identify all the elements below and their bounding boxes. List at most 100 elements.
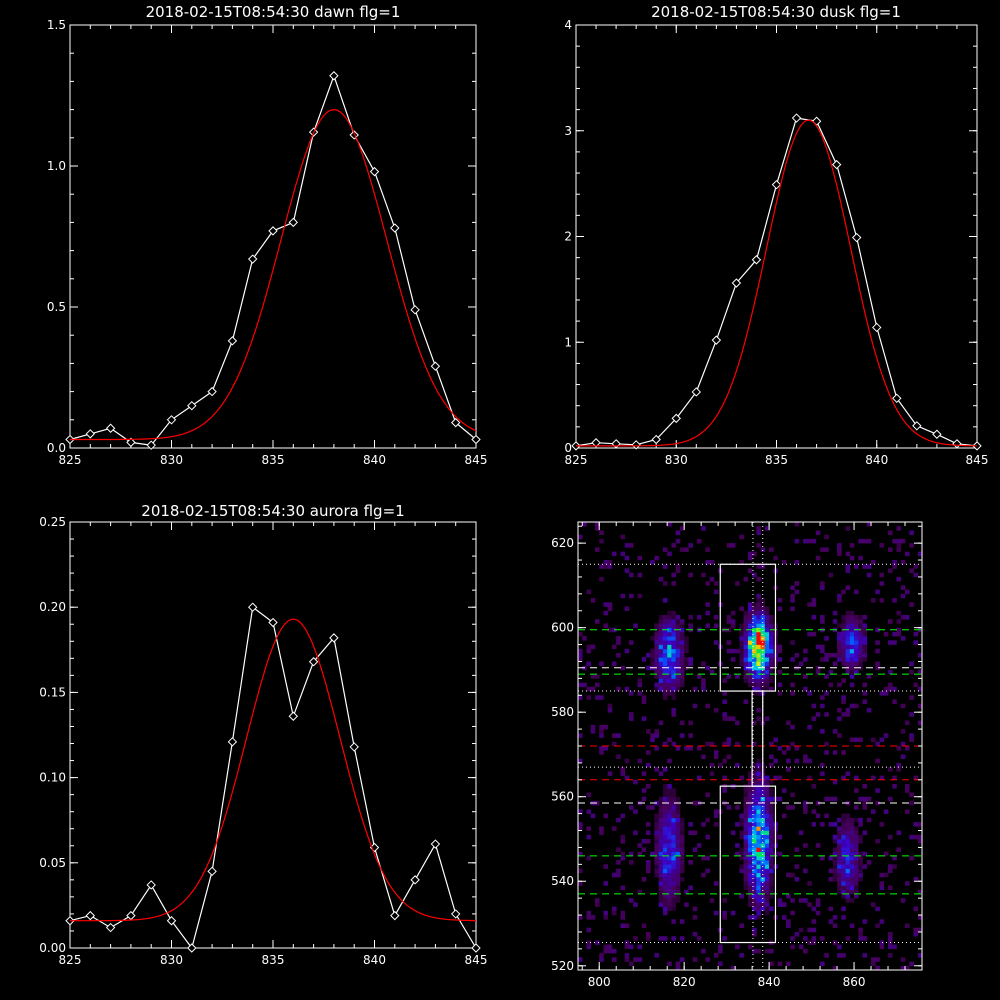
- heatmap-cell: [854, 885, 859, 891]
- heatmap-cell: [798, 830, 804, 836]
- heatmap-cell: [832, 729, 838, 734]
- heatmap-cell: [752, 686, 757, 692]
- heatmap-cell: [764, 631, 770, 637]
- data-point-marker: [126, 437, 136, 448]
- heatmap-cell: [730, 657, 736, 662]
- heatmap-cell: [841, 623, 846, 628]
- heatmap-cell: [662, 623, 668, 628]
- heatmap-cell: [917, 839, 923, 844]
- heatmap-cell: [654, 847, 659, 852]
- heatmap-cell: [845, 644, 851, 650]
- y-tick-label: 560: [551, 790, 574, 804]
- heatmap-cell: [578, 826, 583, 831]
- heatmap-cell: [743, 640, 749, 645]
- heatmap-cell: [675, 564, 681, 569]
- heatmap-cell: [705, 703, 710, 709]
- heatmap-cell: [781, 788, 787, 793]
- heatmap-cell: [756, 762, 761, 768]
- heatmap-cell: [828, 877, 834, 882]
- heatmap-cell: [586, 648, 592, 654]
- heatmap-cell: [675, 881, 681, 886]
- heatmap-cell: [875, 589, 880, 595]
- heatmap-cell: [662, 619, 668, 624]
- heatmap-cell: [858, 657, 863, 662]
- heatmap-cell: [900, 957, 906, 962]
- heatmap-cell: [866, 796, 872, 802]
- heatmap-cell: [709, 576, 715, 582]
- heatmap-cell: [803, 686, 808, 692]
- heatmap-cell: [815, 902, 821, 907]
- heatmap-cell: [743, 627, 749, 633]
- heatmap-cell: [667, 843, 672, 848]
- heatmap-cell: [603, 746, 609, 751]
- x-tick-label: 830: [160, 953, 183, 967]
- heatmap-cell: [837, 826, 842, 831]
- heatmap-cell: [786, 923, 791, 929]
- heatmap-cell: [845, 822, 851, 827]
- heatmap-cell: [752, 631, 757, 637]
- heatmap-cell: [769, 788, 774, 793]
- heatmap-cell: [662, 640, 668, 645]
- data-point-marker: [369, 166, 380, 177]
- y-tick-label: 540: [551, 874, 574, 888]
- heatmap-cell: [752, 855, 757, 861]
- heatmap-cell: [743, 864, 749, 869]
- heatmap-cell: [595, 674, 600, 679]
- heatmap-cell: [654, 555, 659, 561]
- heatmap-cell: [747, 551, 753, 557]
- heatmap-cell: [837, 868, 842, 874]
- heatmap-cell: [917, 889, 923, 895]
- heatmap-cell: [671, 610, 676, 616]
- heatmap-cell: [769, 839, 774, 844]
- heatmap-cell: [739, 830, 744, 836]
- heatmap-cell: [747, 843, 753, 848]
- heatmap-cell: [756, 644, 761, 650]
- heatmap-cell: [654, 661, 659, 667]
- heatmap-cell: [862, 699, 868, 705]
- heatmap-cell: [909, 695, 914, 700]
- data-point-marker: [308, 657, 319, 667]
- y-tick-label: 0: [564, 441, 572, 455]
- heatmap-cell: [616, 872, 621, 878]
- heatmap-cell: [756, 843, 761, 848]
- heatmap-cell: [756, 906, 761, 912]
- heatmap-cell: [620, 834, 626, 840]
- heatmap-cell: [705, 610, 710, 616]
- heatmap-cell: [679, 822, 685, 827]
- heatmap-cell: [815, 669, 821, 675]
- heatmap-cell: [756, 767, 761, 772]
- heatmap-cell: [777, 657, 783, 662]
- heatmap-cell: [769, 809, 774, 814]
- heatmap-cell: [671, 678, 676, 683]
- heatmap-cell: [875, 788, 880, 793]
- data-point-marker: [471, 943, 481, 953]
- x-tick-label: 840: [865, 453, 888, 467]
- heatmap-cell: [841, 915, 846, 920]
- heatmap-cell: [879, 581, 885, 586]
- heatmap-cell: [603, 864, 609, 869]
- heatmap-cell: [845, 640, 851, 645]
- heatmap-cell: [603, 915, 609, 920]
- heatmap-cell: [854, 805, 859, 810]
- heatmap-cell: [858, 640, 863, 645]
- heatmap-cell: [752, 915, 757, 920]
- heatmap-cell: [679, 661, 685, 667]
- heatmap-cell: [752, 889, 757, 895]
- heatmap-cell: [735, 805, 740, 810]
- heatmap-cell: [679, 860, 685, 865]
- heatmap-cell: [841, 864, 846, 869]
- heatmap-cell: [739, 631, 744, 637]
- heatmap-cell: [820, 703, 825, 709]
- heatmap-cell: [650, 851, 655, 857]
- heatmap-cell: [654, 864, 659, 869]
- heatmap-cell: [688, 615, 693, 620]
- heatmap-cell: [879, 598, 885, 603]
- heatmap-cell: [654, 674, 659, 679]
- heatmap-cell: [679, 839, 685, 844]
- heatmap-cell: [773, 758, 778, 764]
- heatmap-cell: [667, 678, 672, 683]
- heatmap-cell: [607, 703, 613, 709]
- heatmap-cell: [854, 847, 859, 852]
- heatmap-cell: [675, 826, 681, 831]
- heatmap-cell: [832, 860, 838, 865]
